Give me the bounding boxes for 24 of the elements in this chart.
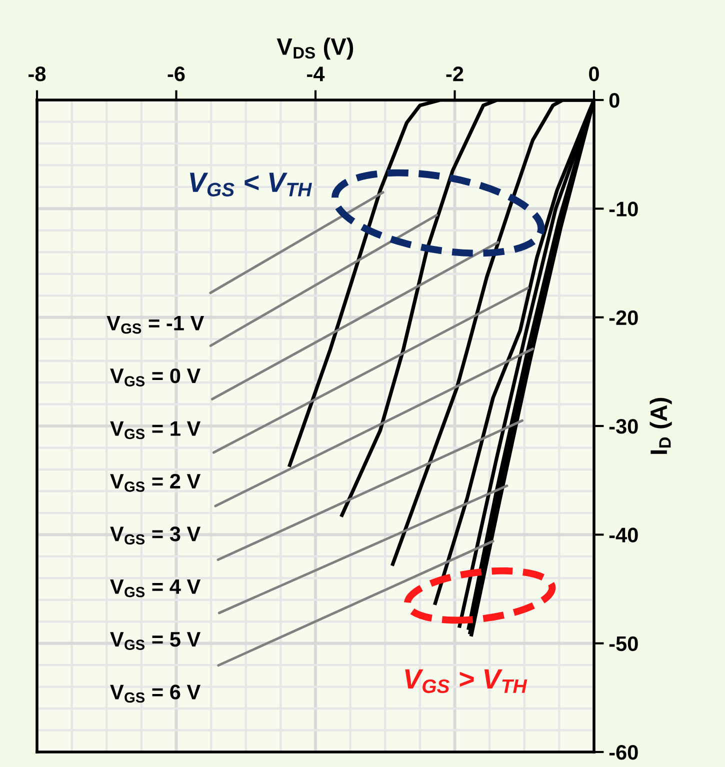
x-tick-label: 0 — [589, 66, 599, 82]
y-tick-label: -60 — [609, 745, 638, 760]
annotation: V$_{GS}$ = -1 V — [106, 316, 204, 334]
y-tick-label: -10 — [609, 202, 638, 216]
annotation: V$_{GS}$ = 2 V — [110, 474, 201, 492]
x-tick-label: -2 — [446, 66, 464, 82]
y-tick-label: -20 — [609, 310, 638, 326]
x-tick-label: -4 — [307, 66, 325, 82]
annotation: V$_{GS}$ = 4 V — [110, 579, 201, 598]
y-tick-label: -40 — [609, 528, 638, 542]
y-tick-label: -30 — [609, 419, 638, 434]
annotation: V$_{GS}$ = 6 V — [110, 684, 201, 703]
y-axis-title: I$_{D}$ (A) — [650, 398, 672, 454]
x-tick-label: -8 — [28, 66, 46, 82]
annotation: V$_{GS}$ = 5 V — [110, 632, 201, 650]
y-tick-label: -50 — [609, 636, 638, 652]
annotation: V$_{GS}$ = 0 V — [110, 368, 201, 386]
annotation: V$_{GS}$ > V$_{TH}$ — [405, 669, 528, 694]
x-axis-title: V$_{DS}$ (V) — [276, 38, 354, 60]
annotation: V$_{GS}$ = 3 V — [110, 526, 201, 545]
x-tick-label: -6 — [168, 66, 185, 82]
y-tick-label: 0 — [609, 93, 620, 108]
annotation: V$_{GS}$ = 1 V — [110, 421, 201, 440]
annotation: V$_{GS}$ < V$_{TH}$ — [190, 172, 312, 196]
